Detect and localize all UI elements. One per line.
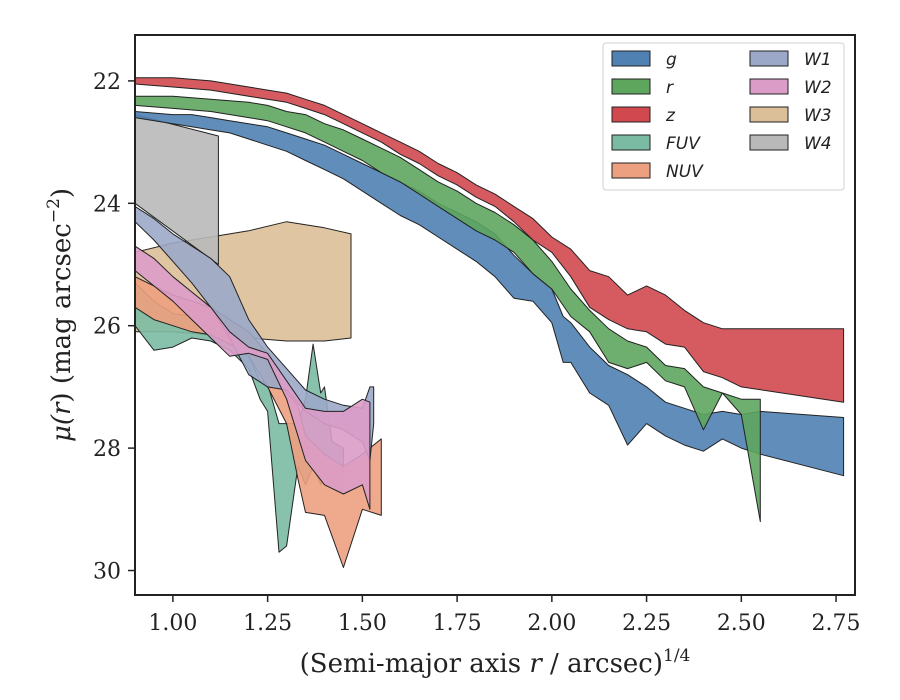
- legend-swatch-g: [611, 50, 651, 67]
- x-tick-label: 1.00: [148, 611, 197, 636]
- legend-swatch-w1: [749, 50, 789, 67]
- x-tick-label: 1.75: [433, 611, 482, 636]
- legend-swatch-w2: [749, 78, 789, 95]
- legend-label-r: r: [666, 78, 674, 98]
- band-w2: [134, 245, 371, 510]
- band-z: [134, 77, 845, 403]
- legend-swatch-fuv: [611, 134, 651, 151]
- x-tick-label: 1.50: [338, 611, 387, 636]
- band-layer: [134, 77, 845, 568]
- y-axis-title: μ(r) (mag arcsec−2): [44, 188, 77, 442]
- legend: grz FUV NUV W1 W2 W3 W4: [602, 42, 845, 191]
- legend-swatch-w4: [749, 134, 789, 151]
- legend-swatch-nuv: [611, 162, 651, 179]
- legend-swatch-r: [611, 78, 651, 95]
- y-tick-label: 28: [93, 437, 121, 462]
- y-tick-label: 24: [93, 192, 121, 217]
- band-r: [134, 95, 761, 523]
- x-axis-title: (Semi-major axis r / arcsec)1/4: [300, 646, 691, 679]
- legend-swatch-z: [611, 106, 651, 123]
- y-tick-label: 26: [93, 315, 121, 340]
- legend-label-w3: W3: [804, 106, 832, 126]
- x-tick-label: 2.00: [527, 611, 576, 636]
- legend-label-w4: W4: [804, 134, 832, 154]
- legend-label-g: g: [666, 50, 677, 70]
- x-tick-label: 2.50: [717, 611, 766, 636]
- legend-label-nuv: NUV: [666, 162, 704, 182]
- plot-frame: [134, 34, 856, 596]
- legend-label-w1: W1: [804, 50, 832, 70]
- y-axis: 22 24 26 28 30: [93, 70, 135, 585]
- x-tick-label: 1.25: [243, 611, 292, 636]
- legend-label-fuv: FUV: [666, 134, 701, 154]
- legend-label-z: z: [665, 106, 676, 126]
- band-g: [134, 111, 845, 477]
- legend-label-w2: W2: [804, 78, 832, 98]
- legend-swatch-w3: [749, 106, 789, 123]
- x-tick-label: 2.25: [622, 611, 671, 636]
- y-tick-label: 22: [93, 70, 121, 95]
- y-tick-label: 30: [93, 560, 121, 585]
- x-tick-label: 2.75: [812, 611, 861, 636]
- x-axis: 1.00 1.25 1.50 1.75 2.00 2.25 2.50 2.75: [148, 595, 861, 636]
